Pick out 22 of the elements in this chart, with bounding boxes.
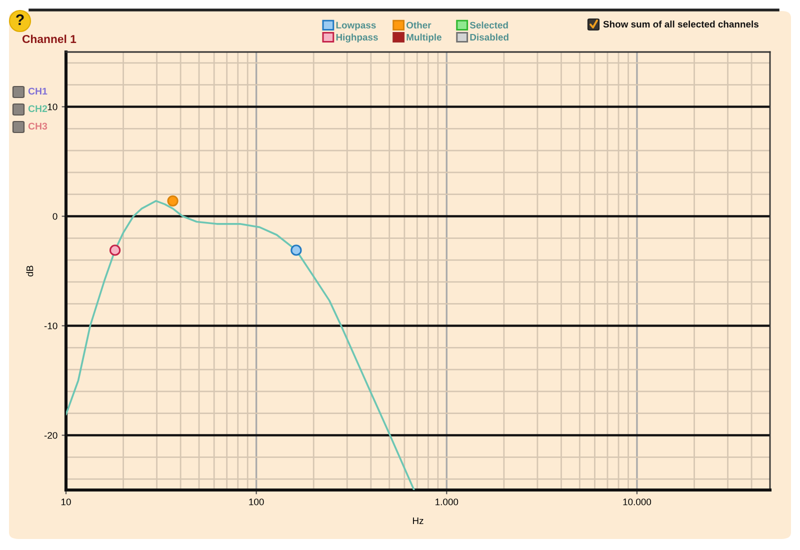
text: CH2: [28, 105, 48, 112]
x-axis-title: Hz: [413, 518, 424, 524]
text: CH1: [28, 88, 48, 95]
y-tick-label: 10: [48, 104, 58, 110]
legend-label: Disabled: [470, 34, 508, 41]
legend-label: Other: [406, 22, 432, 29]
text: Show sum of all selected channels: [603, 20, 758, 28]
x-tick-label: 100: [249, 498, 264, 506]
text: ?: [16, 14, 24, 25]
y-tick-label: -10: [44, 322, 58, 330]
legend-label: Multiple: [406, 34, 442, 42]
y-axis-title: dB: [26, 266, 34, 276]
x-tick-label: 1.000: [436, 498, 458, 506]
x-tick-label: 10: [61, 498, 71, 506]
legend-label: Selected: [470, 22, 508, 29]
chart-title: Channel 1: [22, 34, 76, 44]
legend-label: Highpass: [336, 34, 378, 42]
legend-label: Lowpass: [336, 22, 376, 30]
y-tick-label: 0: [52, 213, 58, 220]
x-tick-label: 10.000: [623, 498, 652, 506]
y-tick-label: -20: [44, 432, 58, 439]
text: CH3: [28, 122, 48, 130]
